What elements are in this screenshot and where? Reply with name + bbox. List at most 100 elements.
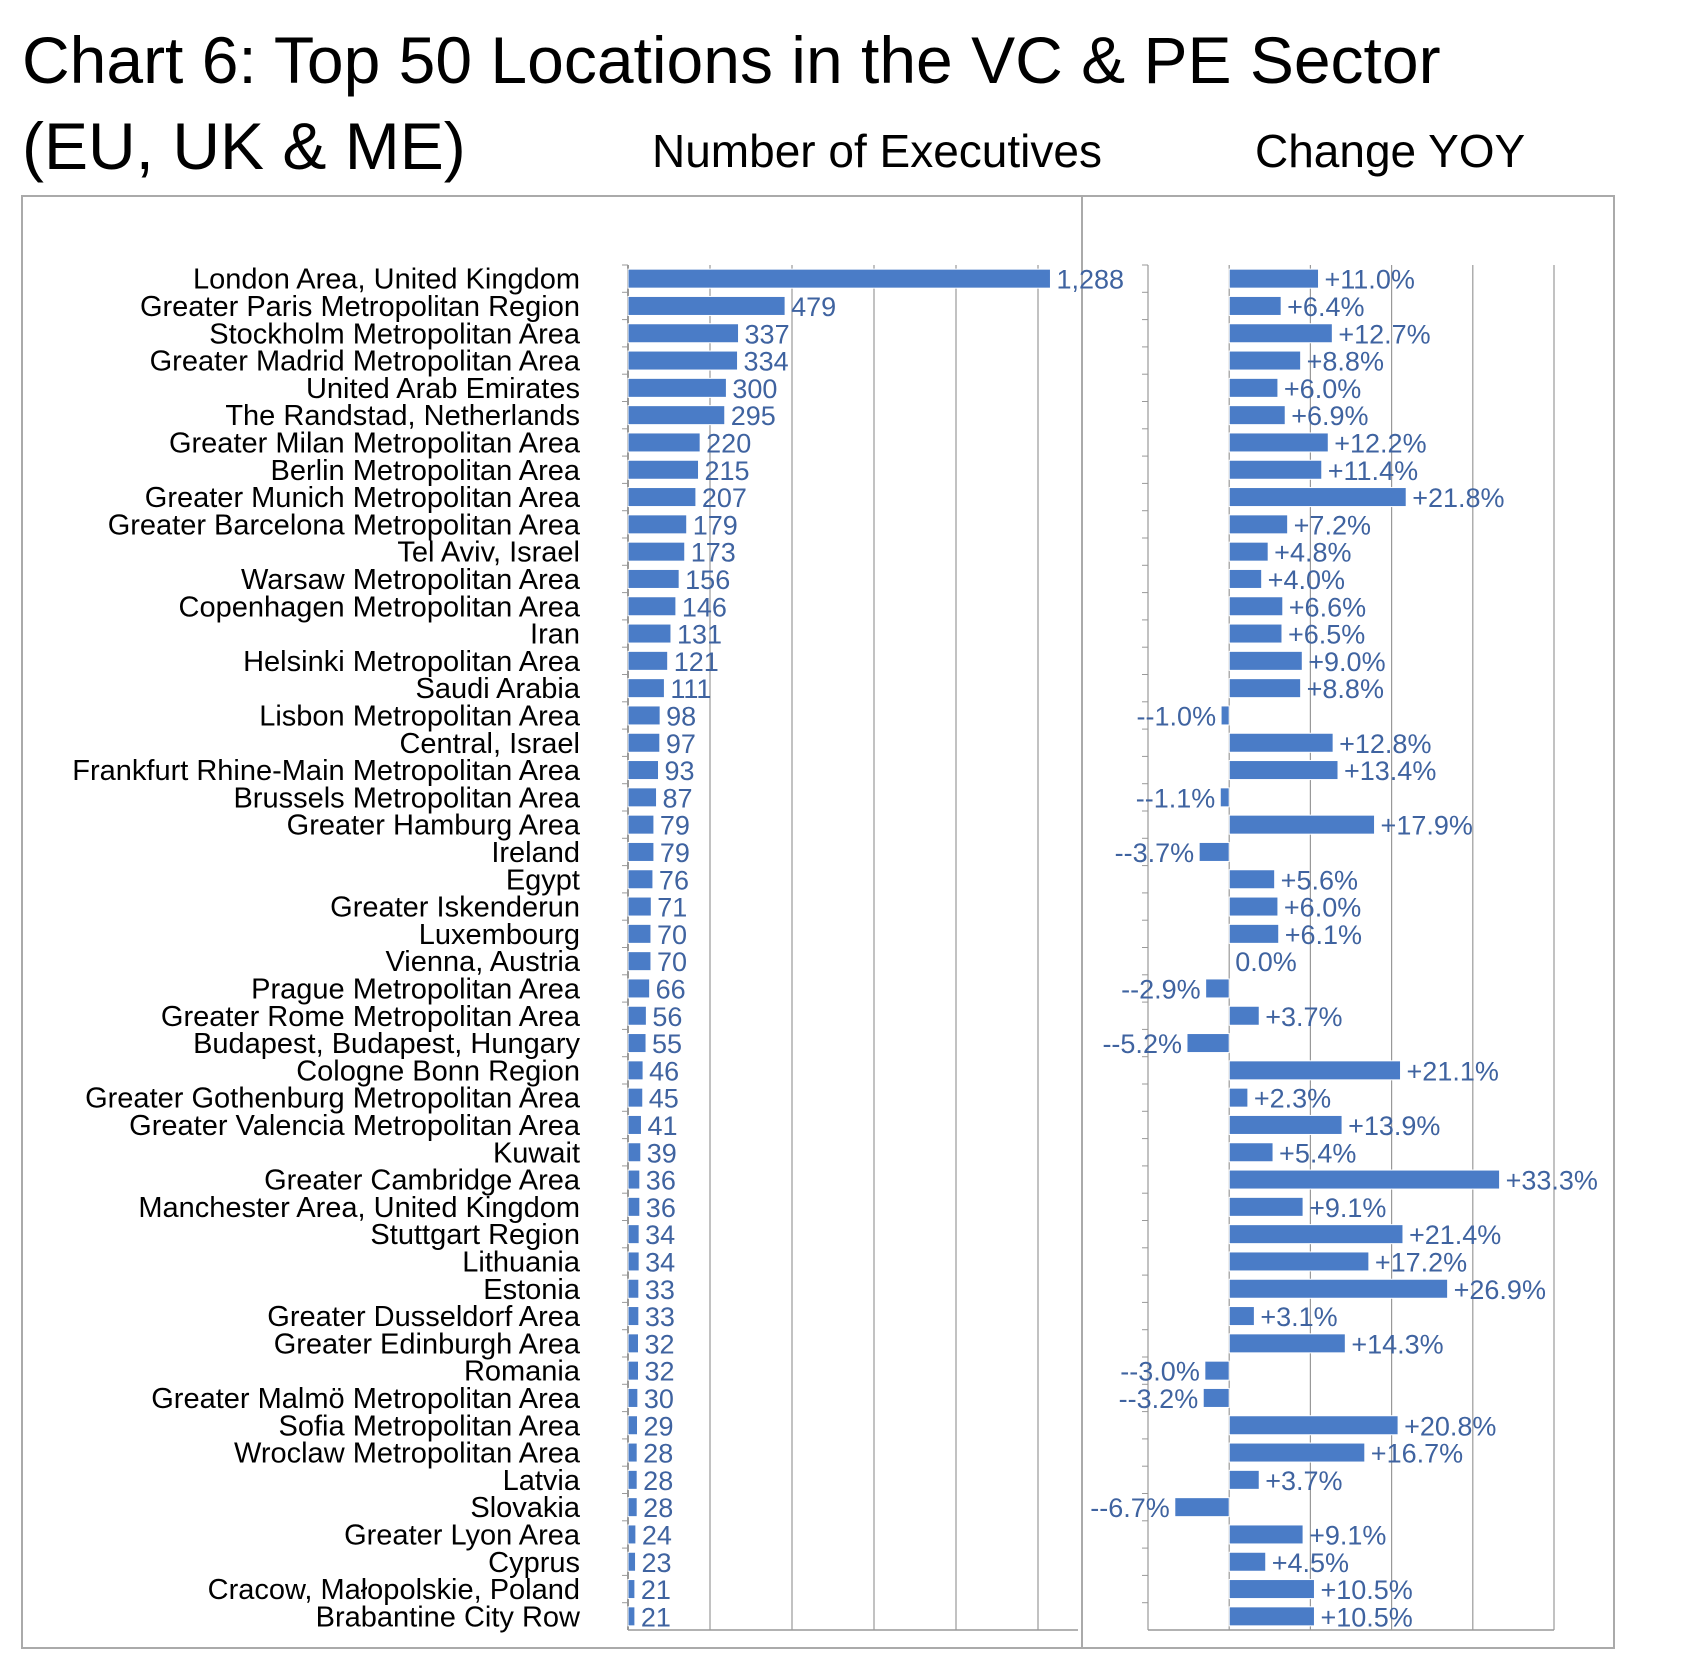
executives-value-label: 121 [674,647,719,677]
change-value-label: +33.3% [1506,1166,1598,1196]
change-value-label: +6.0% [1284,374,1361,404]
executives-bar [627,760,660,781]
executives-bar [627,459,700,480]
executives-value-label: 41 [647,1111,677,1141]
executives-bar [627,1497,638,1518]
change-value-label: +16.7% [1371,1439,1463,1469]
executives-bar [627,869,654,890]
executives-value-label: 70 [657,920,687,950]
category-label: Greater Munich Metropolitan Area [145,482,581,514]
change-bar [1228,1251,1370,1272]
executives-bar [627,978,651,999]
category-label: Lithuania [462,1246,581,1278]
executives-value-label: 179 [693,510,738,540]
change-bar [1228,814,1376,835]
executives-bars: 1,288 47933733430029522021520717917315614… [627,265,1124,1632]
change-bar [1228,760,1339,781]
category-label: Greater Dusseldorf Area [267,1301,581,1333]
executives-value-label: 93 [665,756,695,786]
executives-value-label: 28 [643,1439,673,1469]
executives-value-label: 21 [641,1602,671,1632]
change-value-label: +3.1% [1260,1302,1337,1332]
chart-title-line1: Chart 6: Top 50 Locations in the VC & PE… [22,23,1441,97]
change-value-label: +8.8% [1307,347,1384,377]
executives-bar [627,650,669,671]
category-label: London Area, United Kingdom [193,264,580,296]
change-bar [1205,978,1230,999]
category-label: Greater Iskenderun [330,892,580,924]
executives-value-label: 32 [644,1329,674,1359]
executives-value-label: 33 [645,1302,675,1332]
change-value-label: +12.8% [1339,729,1431,759]
executives-value-label: 337 [745,319,790,349]
change-bar [1228,1579,1315,1600]
change-value-label: +10.5% [1320,1575,1412,1605]
category-label: Greater Rome Metropolitan Area [161,1001,581,1033]
category-label: Greater Hamburg Area [287,810,581,842]
category-label: Ireland [491,837,580,869]
change-bar [1228,295,1282,316]
change-value-label: --3.7% [1115,838,1195,868]
change-bar [1228,541,1269,562]
executives-bar [627,323,740,344]
executives-bar [627,514,688,535]
change-bar [1228,1333,1346,1354]
change-value-label: +17.2% [1375,1247,1467,1277]
category-label: Kuwait [493,1137,580,1169]
executives-bar [627,1142,642,1163]
change-bar [1228,1415,1399,1436]
change-bar [1228,596,1284,617]
change-value-label: +7.2% [1294,510,1371,540]
executives-value-label: 32 [644,1357,674,1387]
chart-title-line2: (EU, UK & ME) [22,109,466,183]
change-value-label: +17.9% [1381,811,1473,841]
change-value-label: +5.6% [1281,865,1358,895]
category-label: Saudi Arabia [416,673,581,705]
executives-value-label: 98 [666,701,696,731]
change-bar [1228,377,1279,398]
change-value-label: +6.6% [1289,592,1366,622]
change-bar [1228,1169,1501,1190]
executives-bar [627,1087,644,1108]
executives-value-label: 479 [791,292,836,322]
change-value-label: +14.3% [1351,1329,1443,1359]
category-label: Greater Valencia Metropolitan Area [129,1110,581,1142]
executives-bar [627,295,786,316]
panel-title-executives: Number of Executives [652,125,1102,177]
executives-value-label: 334 [744,347,789,377]
category-label: Copenhagen Metropolitan Area [179,591,581,623]
change-value-label: +11.4% [1328,456,1418,486]
change-value-label: +6.5% [1288,620,1365,650]
change-value-label: +20.8% [1404,1411,1496,1441]
change-value-label: +21.1% [1407,1056,1499,1086]
executives-value-label: 36 [646,1166,676,1196]
change-value-label: --1.1% [1136,783,1216,813]
change-value-label: +3.7% [1265,1466,1342,1496]
executives-value-label: 36 [646,1193,676,1223]
executives-bar [627,1469,638,1490]
executives-bar [627,1333,639,1354]
category-label: Stuttgart Region [370,1219,580,1251]
executives-bar [627,787,658,808]
category-label: Iran [530,619,580,651]
executives-bar [627,732,661,753]
category-label: Luxembourg [419,919,580,951]
category-label: Lisbon Metropolitan Area [259,700,581,732]
change-bar [1228,323,1333,344]
category-label: Greater Paris Metropolitan Region [140,291,580,323]
change-bar [1228,350,1302,371]
category-label: Berlin Metropolitan Area [271,455,581,487]
category-label: Greater Cambridge Area [264,1165,581,1197]
change-bar [1228,869,1276,890]
executives-value-label: 173 [691,538,736,568]
executives-bar [627,350,739,371]
category-label: Cracow, Małopolskie, Poland [208,1574,580,1606]
executives-bar [627,1005,647,1026]
executives-value-label: 66 [656,974,686,1004]
executives-bar [627,268,1051,289]
category-label: United Arab Emirates [306,373,580,405]
change-bar [1219,787,1230,808]
change-bar [1228,1551,1267,1572]
change-bar [1228,487,1407,508]
change-value-label: --5.2% [1102,1029,1182,1059]
